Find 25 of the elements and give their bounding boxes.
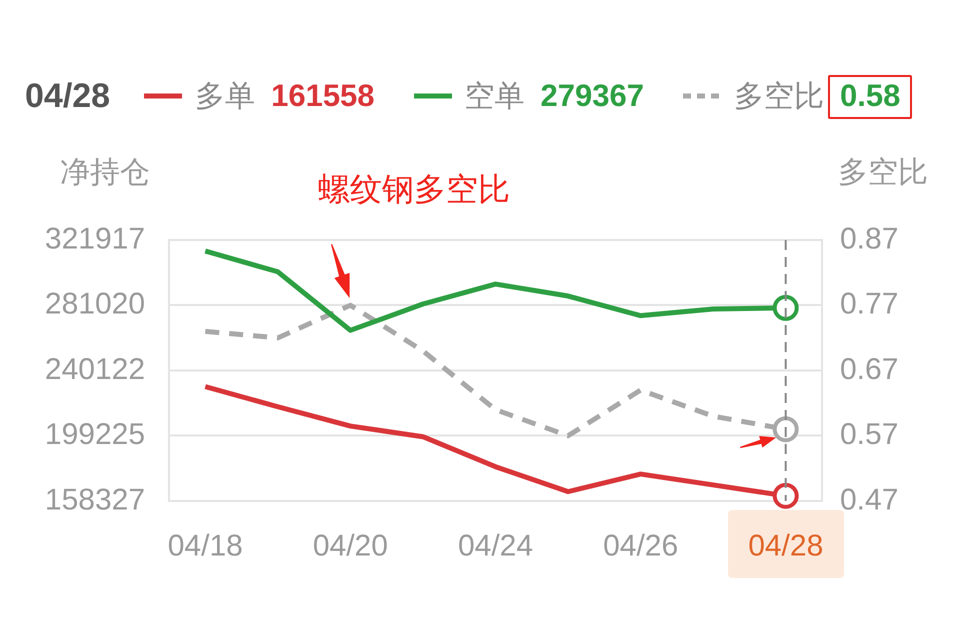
legend-label: 多空比 xyxy=(734,78,824,114)
text: 螺纹钢多空比 xyxy=(318,170,510,209)
text: 0.58 xyxy=(840,78,900,114)
x-tick-label: 04/24 xyxy=(458,529,534,562)
y-tick-label: 281020 xyxy=(44,288,145,321)
y2-tick-label: 0.47 xyxy=(840,483,898,516)
y2-tick-label: 0.87 xyxy=(840,222,898,256)
y2-tick-label: 0.77 xyxy=(840,288,898,321)
x-tick-label: 04/26 xyxy=(603,529,678,562)
y2-tick-label: 0.57 xyxy=(840,418,898,452)
x-tick-label: 04/20 xyxy=(312,529,388,562)
y-tick-label: 240122 xyxy=(44,352,145,386)
x-tick-label: 04/18 xyxy=(168,529,243,562)
legend-label: 空单 xyxy=(464,78,525,114)
text: 279367 xyxy=(540,78,644,114)
legend-label: 多单 xyxy=(195,78,256,114)
y2-axis-title: 多空比 xyxy=(838,155,928,191)
y-tick-label: 199225 xyxy=(44,418,145,452)
y-tick-label: 321917 xyxy=(44,222,145,256)
y-axis-title: 净持仓 xyxy=(60,155,150,191)
legend-title: 04/28 xyxy=(25,76,110,116)
text: 161558 xyxy=(271,78,375,114)
x-tick-label: 04/28 xyxy=(748,529,824,562)
y-tick-label: 158327 xyxy=(44,483,145,516)
y2-tick-label: 0.67 xyxy=(840,352,898,386)
